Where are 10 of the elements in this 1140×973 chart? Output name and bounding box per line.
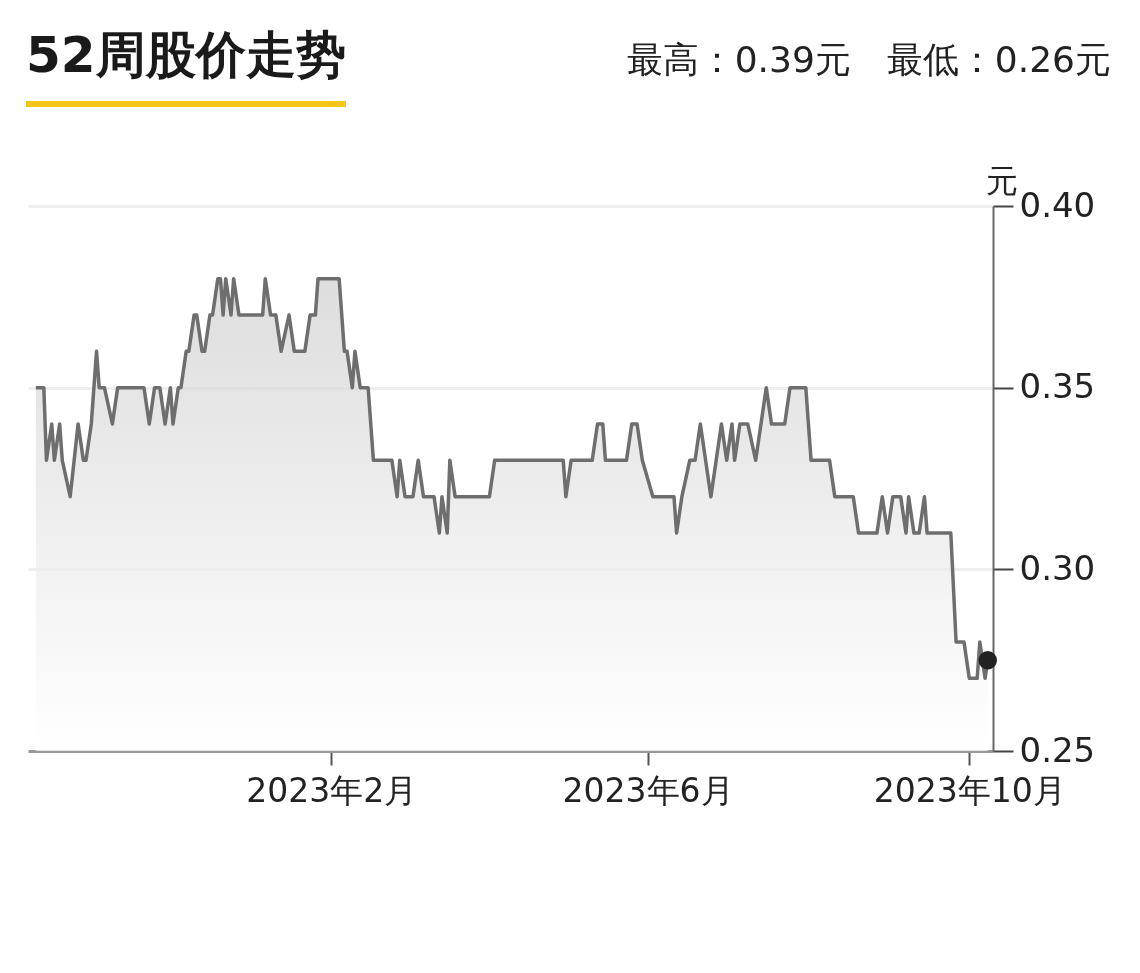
chart-title: 52周股价走势 <box>26 22 346 107</box>
chart-subtitle: 最高：0.39元 最低：0.26元 <box>626 38 1111 82</box>
y-tick-label: 0.30 <box>1019 547 1096 588</box>
y-tick-label: 0.40 <box>1019 184 1096 225</box>
x-tick-label: 2023年6月 <box>562 770 734 810</box>
x-tick-label: 2023年10月 <box>873 770 1066 810</box>
y-tick-label: 0.35 <box>1019 366 1096 407</box>
x-tick-label: 2023年2月 <box>246 770 418 810</box>
y-axis-title: 元 <box>985 161 1018 200</box>
y-tick-label: 0.25 <box>1019 729 1096 770</box>
